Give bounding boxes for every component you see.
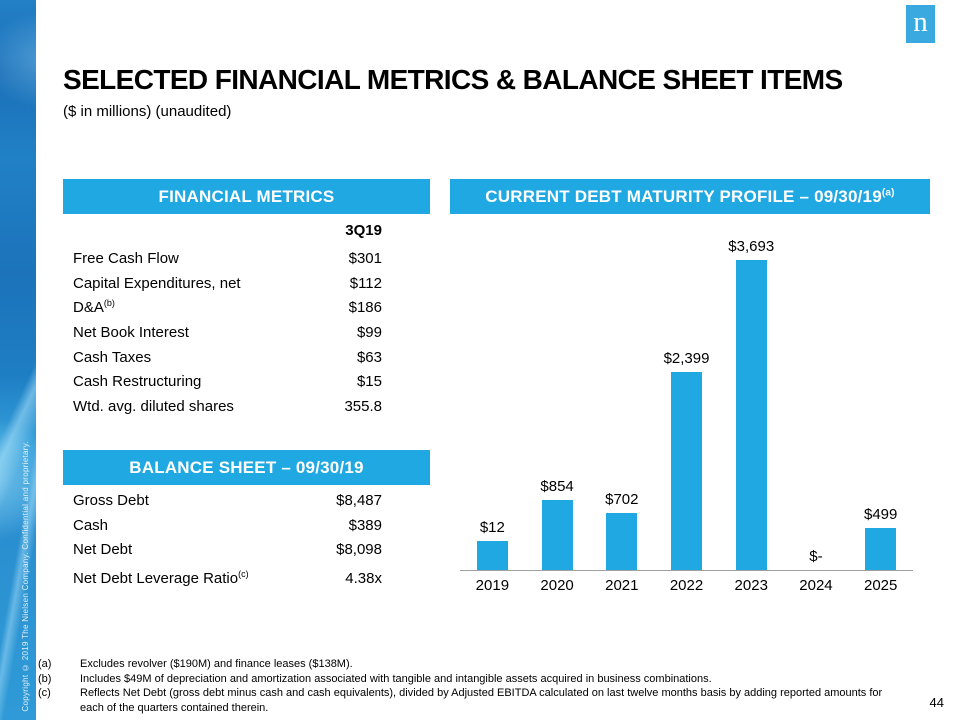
chart-column-2024: $- [784, 226, 849, 570]
footnote-text: Includes $49M of depreciation and amorti… [80, 672, 712, 685]
table-row: Gross Debt $8,487 [63, 488, 430, 513]
table-row: Wtd. avg. diluted shares 355.8 [63, 394, 430, 419]
row-label: Free Cash Flow [73, 249, 179, 267]
row-label: Cash Restructuring [73, 373, 202, 391]
financial-metrics-column-header: 3Q19 [345, 222, 382, 239]
row-label: D&A(b) [73, 298, 115, 317]
row-label: Cash Taxes [73, 348, 152, 366]
footnote: (b) Includes $49M of depreciation and am… [38, 672, 910, 687]
bar-2022 [671, 372, 703, 570]
row-label: Net Book Interest [73, 323, 189, 341]
row-label: Net Debt Leverage Ratio(c) [73, 568, 249, 587]
chart-column-2023: $3,693 [719, 226, 784, 570]
debt-maturity-chart-header-label: CURRENT DEBT MATURITY PROFILE – 09/30/19 [485, 187, 882, 206]
table-row: Capital Expenditures, net $112 [63, 271, 430, 296]
page-subtitle: ($ in millions) (unaudited) [63, 103, 232, 120]
table-row: Cash $389 [63, 513, 430, 538]
row-value: $186 [348, 299, 382, 317]
row-value: $8,487 [336, 491, 382, 509]
bar-value-label: $- [809, 548, 823, 565]
chart-column-2020: $854 [525, 226, 590, 570]
bar-2020 [541, 500, 573, 570]
footnote-label: (a) [38, 658, 52, 670]
footnote-text: Reflects Net Debt (gross debt minus cash… [80, 687, 883, 714]
x-axis-tick-label: 2024 [799, 577, 833, 594]
balance-sheet-header: BALANCE SHEET – 09/30/19 [63, 450, 430, 485]
row-value: $63 [356, 348, 382, 366]
decorative-side-strip: Copyright © 2019 The Nielsen Company. Co… [0, 0, 36, 720]
chart-x-axis-labels: 2019 2020 2021 2022 2023 2024 2025 [460, 577, 913, 594]
row-value: 4.38x [345, 569, 382, 587]
bar-value-label: $854 [540, 478, 574, 495]
footnote-label: (b) [38, 672, 52, 685]
table-row: Cash Taxes $63 [63, 345, 430, 370]
table-row: Cash Restructuring $15 [63, 369, 430, 394]
footnote-text: Excludes revolver ($190M) and finance le… [80, 658, 353, 670]
financial-metrics-table: Free Cash Flow $301 Capital Expenditures… [63, 246, 430, 419]
row-label: Net Debt [73, 541, 133, 559]
chart-column-2022: $2,399 [654, 226, 719, 570]
row-value: 355.8 [344, 397, 382, 415]
footnote-ref: (c) [238, 568, 249, 579]
page-title: SELECTED FINANCIAL METRICS & BALANCE SHE… [63, 64, 843, 95]
debt-maturity-chart-header: CURRENT DEBT MATURITY PROFILE – 09/30/19… [450, 179, 930, 214]
bar-value-label: $499 [863, 506, 898, 523]
page-number: 44 [929, 695, 944, 710]
financial-metrics-header-label: FINANCIAL METRICS [158, 187, 335, 206]
copyright-text: Copyright © 2019 The Nielsen Company. Co… [21, 441, 30, 712]
chart-column-2021: $702 [589, 226, 654, 570]
footnote-label: (c) [38, 687, 51, 699]
table-row: Net Book Interest $99 [63, 320, 430, 345]
table-row: D&A(b) $186 [63, 295, 430, 320]
table-row: Net Debt Leverage Ratio(c) 4.38x [63, 566, 430, 591]
x-axis-tick-label: 2019 [475, 577, 510, 594]
nielsen-logo-letter: n [913, 5, 928, 38]
bar-2019 [476, 541, 508, 570]
nielsen-logo: n [906, 5, 935, 43]
x-axis-tick-label: 2020 [540, 577, 574, 594]
x-axis-tick-label: 2023 [734, 577, 768, 594]
x-axis-tick-label: 2021 [605, 577, 639, 594]
row-label: Gross Debt [73, 491, 149, 509]
row-value: $112 [349, 274, 382, 292]
bar-2025 [865, 528, 897, 570]
footnotes: (a) Excludes revolver ($190M) and financ… [38, 657, 910, 715]
bar-value-label: $702 [605, 491, 639, 508]
row-value: $389 [348, 516, 382, 534]
chart-column-2019: $12 [460, 226, 525, 570]
table-row: Free Cash Flow $301 [63, 246, 430, 271]
footnote-ref: (a) [881, 187, 895, 199]
row-value: $99 [356, 323, 382, 341]
bar-value-label: $3,693 [728, 238, 775, 255]
x-axis-tick-label: 2022 [669, 577, 704, 594]
chart-x-axis-line [460, 570, 913, 571]
bar-2021 [606, 513, 638, 570]
debt-maturity-bar-chart: $12 $854 $702 $2,399 $3,693 $- $499 [460, 226, 913, 570]
chart-column-2025: $499 [848, 226, 913, 570]
balance-sheet-header-label: BALANCE SHEET – 09/30/19 [129, 458, 364, 477]
bar-value-label: $12 [479, 519, 505, 536]
balance-sheet-table: Gross Debt $8,487 Cash $389 Net Debt $8,… [63, 488, 430, 591]
table-row: Net Debt $8,098 [63, 537, 430, 562]
row-value: $301 [348, 249, 382, 267]
x-axis-tick-label: 2025 [863, 577, 898, 594]
row-label: Cash [73, 516, 109, 534]
bar-2023 [735, 260, 767, 570]
row-label: Capital Expenditures, net [73, 274, 241, 292]
financial-metrics-header: FINANCIAL METRICS [63, 179, 430, 214]
row-value: $8,098 [336, 541, 382, 559]
row-label: Wtd. avg. diluted shares [73, 397, 234, 415]
footnote: (c) Reflects Net Debt (gross debt minus … [38, 686, 910, 715]
footnote: (a) Excludes revolver ($190M) and financ… [38, 657, 910, 672]
row-value: $15 [356, 373, 382, 391]
footnote-ref: (b) [103, 298, 115, 309]
bar-value-label: $2,399 [663, 350, 710, 367]
